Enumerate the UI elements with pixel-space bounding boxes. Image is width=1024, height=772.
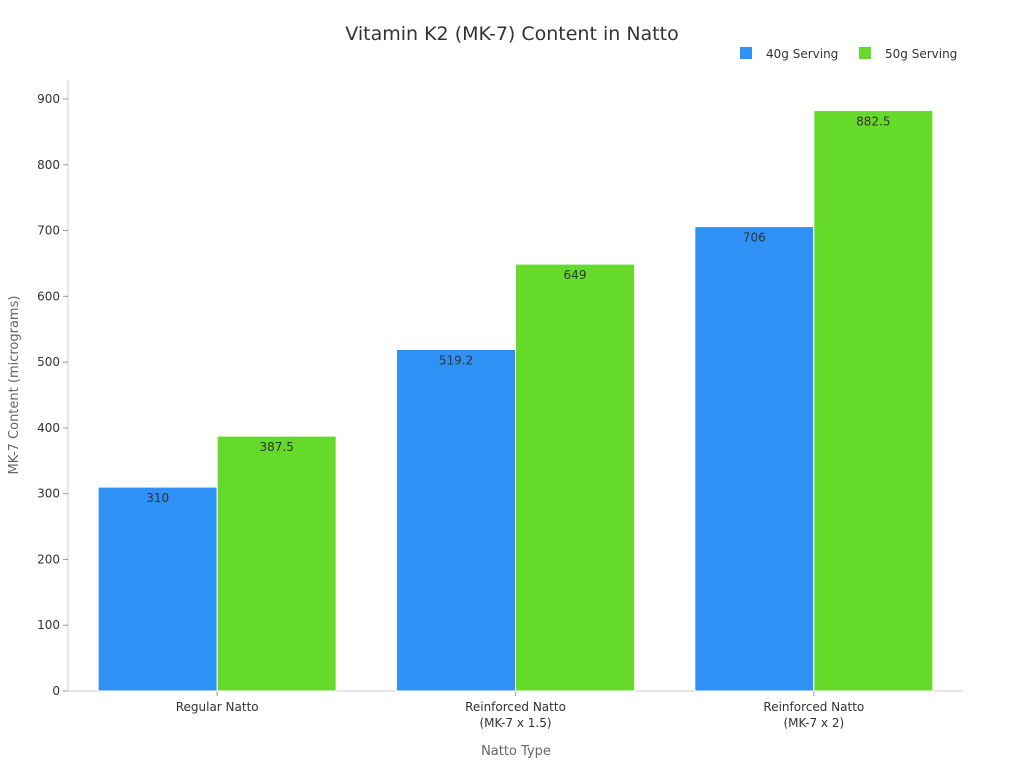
y-axis-ticks: 0 100 200 300 400 500 600 700 800 900 xyxy=(37,92,68,698)
bars: 310 387.5 519.2 649 706 882.5 xyxy=(97,110,934,692)
y-tick-label: 900 xyxy=(37,92,60,106)
legend-label: 40g Serving xyxy=(766,47,838,61)
bar xyxy=(813,110,934,692)
x-tick-label: Regular Natto xyxy=(176,700,259,714)
bar xyxy=(216,435,337,692)
y-tick-label: 600 xyxy=(37,289,60,303)
legend-swatch xyxy=(740,47,752,59)
bar xyxy=(97,486,218,692)
bar xyxy=(396,348,516,692)
legend-swatch xyxy=(859,47,871,59)
y-tick-label: 200 xyxy=(37,552,60,566)
y-tick-label: 300 xyxy=(37,487,60,501)
bar xyxy=(515,263,635,692)
y-axis-label: MK-7 Content (micrograms) xyxy=(7,296,22,475)
y-tick-label: 500 xyxy=(37,355,60,369)
y-tick-label: 700 xyxy=(37,224,60,238)
data-label: 649 xyxy=(564,268,587,282)
y-tick-label: 400 xyxy=(37,421,60,435)
x-tick-label: Reinforced Natto (MK-7 x 1.5) xyxy=(465,700,566,730)
y-tick-label: 0 xyxy=(52,684,60,698)
x-axis-ticks: Regular Natto Reinforced Natto (MK-7 x 1.5… xyxy=(176,691,864,730)
data-label: 706 xyxy=(743,231,766,245)
legend: 40g Serving 50g Serving xyxy=(740,47,957,61)
x-tick-label: Reinforced Natto (MK-7 x 2) xyxy=(763,700,864,730)
y-tick-label: 800 xyxy=(37,158,60,172)
data-label: 882.5 xyxy=(856,115,890,129)
data-label: 519.2 xyxy=(439,353,473,367)
data-label: 387.5 xyxy=(259,440,293,454)
legend-label: 50g Serving xyxy=(885,47,957,61)
y-tick-label: 100 xyxy=(37,618,60,632)
bar xyxy=(694,226,815,692)
x-axis-label: Natto Type xyxy=(481,744,551,759)
data-label: 310 xyxy=(146,491,169,505)
chart-title: Vitamin K2 (MK-7) Content in Natto xyxy=(345,23,678,45)
